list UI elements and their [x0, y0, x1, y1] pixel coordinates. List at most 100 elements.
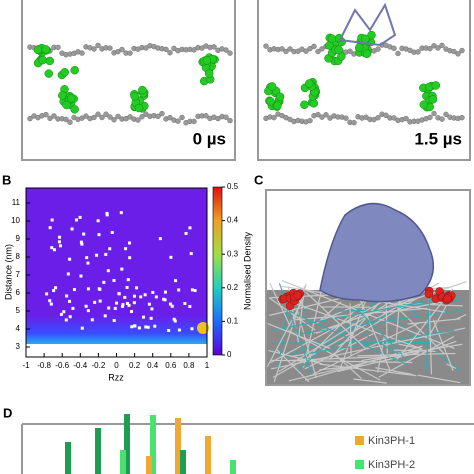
heatmap-point: [85, 256, 89, 260]
heatmap-point: [117, 292, 121, 296]
peptide-bead: [362, 49, 372, 59]
lipid-tail: [349, 303, 352, 356]
colorbar-tick-label: 0.1: [227, 317, 239, 326]
heatmap-point: [50, 246, 54, 250]
heatmap-point: [150, 307, 154, 311]
y-tick-label: 3: [16, 342, 21, 351]
heatmap-point: [153, 324, 157, 328]
peptide-bead: [309, 99, 319, 108]
molecular-render: [27, 2, 465, 126]
x-tick-label: 0.4: [147, 361, 159, 370]
lipid-tail: [361, 343, 463, 362]
lipid-tail: [267, 323, 331, 349]
lipid: [211, 44, 217, 50]
heatmap-point: [71, 306, 75, 310]
peptide-bead: [70, 65, 79, 75]
time-label: 0 µs: [193, 129, 226, 148]
lipid-tail: [357, 352, 456, 357]
lipid: [459, 114, 465, 121]
heatmap-point: [139, 295, 143, 299]
peptide-bead: [419, 100, 429, 109]
heatmap-point: [183, 302, 187, 305]
lipid-tail: [288, 300, 423, 350]
lipid: [167, 50, 173, 56]
heatmap-point: [119, 211, 123, 215]
heatmap-point: [149, 316, 153, 320]
heatmap-point: [54, 286, 58, 290]
heatmap-point: [93, 300, 97, 304]
heatmap-point: [52, 248, 56, 252]
panel-label: C: [254, 172, 264, 187]
lipid: [347, 48, 353, 54]
heatmap-point: [49, 302, 53, 306]
lipid: [127, 114, 133, 120]
lipid-tail: [375, 367, 413, 376]
heatmap-point: [154, 295, 158, 299]
lipid-tail: [272, 299, 433, 331]
x-tick-label: 0.2: [129, 361, 141, 370]
peptide-bead: [62, 100, 71, 110]
lipid: [271, 114, 277, 121]
lipid: [427, 114, 433, 121]
heatmap-point: [86, 261, 90, 265]
lipid: [439, 116, 445, 122]
heatmap-hotspot: [197, 322, 209, 334]
heatmap-point: [84, 304, 88, 308]
heatmap-point: [163, 290, 167, 294]
lipid: [55, 44, 61, 51]
heatmap-point: [127, 303, 131, 307]
heatmap-point: [102, 280, 106, 284]
protein: [338, 2, 397, 47]
y-tick-label: 8: [16, 252, 21, 261]
lipid: [91, 114, 97, 121]
lipid-tail: [397, 299, 465, 308]
peptide-bead: [38, 55, 47, 65]
lipid: [167, 114, 173, 121]
x-tick-label: 0.6: [165, 361, 177, 370]
lipid-tail: [333, 352, 363, 380]
heatmap-point: [132, 301, 136, 305]
heatmap-point: [112, 319, 116, 323]
lipid-tail: [319, 364, 364, 371]
heatmap-point: [130, 325, 134, 329]
lipid: [427, 45, 433, 52]
peptide-bead: [273, 101, 282, 110]
heatmap-point: [130, 310, 134, 314]
lipid: [319, 46, 325, 52]
peptide-bead: [66, 93, 76, 103]
heatmap: [26, 188, 207, 357]
lipid: [227, 50, 233, 56]
peptide-bead: [267, 82, 277, 91]
lipid: [383, 112, 389, 118]
lipid-tail: [270, 327, 466, 370]
peptide-bead: [60, 68, 69, 77]
heatmap-point: [128, 256, 132, 260]
heatmap-point: [137, 326, 141, 330]
heatmap-point: [66, 272, 70, 276]
colorbar-tick-label: 0: [227, 350, 232, 359]
lipid: [283, 48, 289, 55]
lipid: [323, 112, 329, 118]
heatmap-point: [45, 292, 49, 296]
heatmap-point: [105, 213, 109, 217]
protein: [319, 202, 435, 303]
heatmap-point: [50, 218, 54, 222]
lipid: [227, 117, 233, 124]
heatmap-point: [48, 299, 52, 303]
heatmap-point: [121, 303, 125, 307]
lipid-tail: [266, 297, 305, 368]
bars: [65, 414, 236, 474]
legend-label: Kin3PH-1: [368, 435, 415, 447]
heatmap-point: [68, 299, 72, 303]
heatmap-empty: [26, 344, 207, 357]
heatmap-point: [103, 314, 107, 318]
lipid: [303, 48, 309, 54]
x-tick-label: 0.8: [183, 361, 195, 370]
lipid: [91, 46, 97, 52]
lipid: [311, 43, 317, 50]
lipid: [439, 42, 445, 49]
heatmap-point: [125, 285, 129, 289]
heatmap-point: [96, 219, 100, 223]
lipid: [163, 46, 169, 53]
